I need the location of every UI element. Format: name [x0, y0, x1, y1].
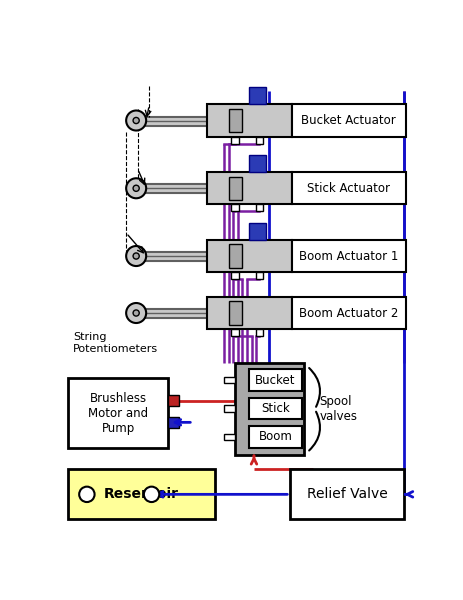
- Bar: [255, 329, 263, 336]
- Text: String
Potentiometers: String Potentiometers: [73, 332, 158, 354]
- Text: Relief Valve: Relief Valve: [306, 487, 387, 502]
- Text: Spool
valves: Spool valves: [319, 395, 357, 423]
- Bar: [249, 88, 266, 104]
- Text: Bucket Actuator: Bucket Actuator: [300, 114, 395, 127]
- Bar: [228, 244, 242, 268]
- Bar: [228, 177, 242, 200]
- Bar: [168, 395, 179, 406]
- Text: Stick Actuator: Stick Actuator: [307, 182, 389, 195]
- Bar: [291, 297, 405, 329]
- Bar: [231, 272, 238, 279]
- Bar: [206, 172, 291, 205]
- Circle shape: [126, 110, 146, 131]
- Bar: [289, 469, 403, 520]
- Text: Boom Actuator 2: Boom Actuator 2: [298, 307, 398, 320]
- Text: Stick: Stick: [261, 402, 289, 415]
- Bar: [206, 104, 291, 137]
- Circle shape: [133, 310, 139, 316]
- Circle shape: [133, 118, 139, 124]
- Circle shape: [144, 487, 159, 502]
- Bar: [231, 205, 238, 211]
- Text: Reservoir: Reservoir: [104, 487, 179, 502]
- Bar: [231, 329, 238, 336]
- Bar: [291, 104, 405, 137]
- Bar: [255, 137, 263, 143]
- Bar: [224, 434, 234, 440]
- Bar: [291, 172, 405, 205]
- Bar: [248, 369, 302, 391]
- Bar: [224, 405, 234, 412]
- Bar: [248, 426, 302, 448]
- Text: Bucket: Bucket: [255, 373, 295, 386]
- Bar: [234, 363, 303, 455]
- Bar: [224, 377, 234, 383]
- Bar: [228, 301, 242, 325]
- Bar: [68, 469, 214, 520]
- Circle shape: [79, 487, 94, 502]
- Circle shape: [126, 303, 146, 323]
- Text: Brushless
Motor and
Pump: Brushless Motor and Pump: [88, 392, 148, 434]
- Bar: [228, 109, 242, 132]
- Circle shape: [126, 246, 146, 266]
- Bar: [231, 137, 238, 143]
- Circle shape: [126, 178, 146, 198]
- Bar: [249, 155, 266, 172]
- Text: Boom: Boom: [258, 430, 292, 443]
- Bar: [249, 223, 266, 240]
- Circle shape: [133, 253, 139, 259]
- Bar: [291, 240, 405, 272]
- Bar: [168, 417, 179, 428]
- Bar: [68, 379, 168, 448]
- Bar: [206, 297, 291, 329]
- Text: Boom Actuator 1: Boom Actuator 1: [298, 250, 398, 263]
- Bar: [255, 272, 263, 279]
- Bar: [206, 240, 291, 272]
- Bar: [248, 398, 302, 419]
- Circle shape: [133, 185, 139, 191]
- Bar: [255, 205, 263, 211]
